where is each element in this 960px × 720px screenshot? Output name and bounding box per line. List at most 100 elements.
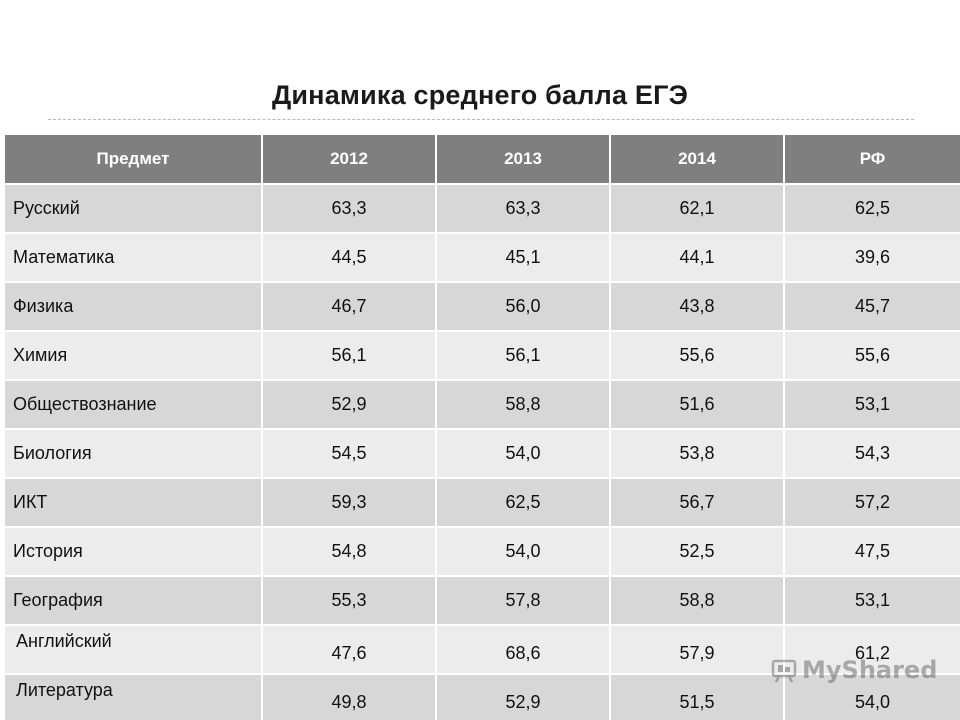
score-cell: 45,7	[785, 283, 960, 332]
score-cell: 56,1	[263, 332, 437, 381]
subject-label: Математика	[13, 247, 115, 267]
score-cell: 62,1	[611, 185, 785, 234]
subject-cell: Русский	[5, 185, 263, 234]
score-value: 44,1	[679, 247, 715, 267]
table-row: Физика 46,7 56,0 43,8 45,7	[5, 283, 960, 332]
score-cell: 52,9	[263, 381, 437, 430]
score-value: 59,3	[331, 492, 367, 512]
score-value: 51,5	[679, 692, 715, 712]
score-value: 53,1	[854, 590, 891, 610]
score-cell: 56,7	[611, 479, 785, 528]
score-value: 56,7	[679, 492, 715, 512]
table-row: Английский 47,6 68,6 57,9 61,2	[5, 626, 960, 675]
score-cell: 53,1	[785, 381, 960, 430]
score-value: 62,5	[854, 198, 891, 218]
subject-cell: География	[5, 577, 263, 626]
subject-cell: Химия	[5, 332, 263, 381]
score-cell: 54,8	[263, 528, 437, 577]
subject-cell: Английский	[5, 626, 263, 675]
score-cell: 63,3	[263, 185, 437, 234]
subject-cell: Физика	[5, 283, 263, 332]
score-value: 53,1	[854, 394, 891, 414]
score-cell: 61,2	[785, 626, 960, 675]
score-value: 57,8	[505, 590, 541, 610]
score-value: 54,0	[505, 541, 541, 561]
column-header-2012: 2012	[263, 135, 437, 185]
score-cell: 54,0	[437, 430, 611, 479]
score-value: 62,1	[679, 198, 715, 218]
score-cell: 53,8	[611, 430, 785, 479]
subject-label: История	[13, 541, 83, 561]
column-header-2013: 2013	[437, 135, 611, 185]
score-cell: 47,6	[263, 626, 437, 675]
score-cell: 45,1	[437, 234, 611, 283]
title-divider	[48, 119, 914, 120]
table-row: Русский 63,3 63,3 62,1 62,5	[5, 185, 960, 234]
score-value: 47,5	[854, 541, 891, 561]
subject-label: Биология	[13, 443, 92, 463]
subject-label: Английский	[16, 631, 112, 651]
score-cell: 63,3	[437, 185, 611, 234]
subject-label: ИКТ	[13, 492, 48, 512]
column-header-rf: РФ	[785, 135, 960, 185]
score-value: 54,0	[505, 443, 541, 463]
score-value: 55,3	[331, 590, 367, 610]
score-cell: 52,9	[437, 675, 611, 720]
score-value: 56,1	[331, 345, 367, 365]
score-cell: 49,8	[263, 675, 437, 720]
score-cell: 51,5	[611, 675, 785, 720]
presentation-board-icon	[771, 659, 797, 683]
score-cell: 62,5	[437, 479, 611, 528]
subject-label: Русский	[13, 198, 80, 218]
subject-cell: Математика	[5, 234, 263, 283]
table-row: Обществознание 52,9 58,8 51,6 53,1	[5, 381, 960, 430]
score-value: 56,0	[505, 296, 541, 316]
score-cell: 46,7	[263, 283, 437, 332]
score-cell: 43,8	[611, 283, 785, 332]
table-row: География 55,3 57,8 58,8 53,1	[5, 577, 960, 626]
score-cell: 54,3	[785, 430, 960, 479]
score-value: 52,9	[331, 394, 367, 414]
score-value: 52,9	[505, 692, 541, 712]
page-title: Динамика среднего балла ЕГЭ	[271, 80, 689, 110]
score-value: 63,3	[505, 198, 541, 218]
score-cell: 54,0	[437, 528, 611, 577]
subject-label: Физика	[13, 296, 74, 316]
score-value: 47,6	[331, 643, 367, 663]
subject-cell: Биология	[5, 430, 263, 479]
score-cell: 44,5	[263, 234, 437, 283]
score-cell: 62,5	[785, 185, 960, 234]
score-value: 57,2	[854, 492, 891, 512]
score-value: 43,8	[679, 296, 715, 316]
score-value: 58,8	[505, 394, 541, 414]
score-value: 61,2	[854, 643, 891, 663]
table-header-row: Предмет 2012 2013 2014 РФ	[5, 135, 960, 185]
score-cell: 52,5	[611, 528, 785, 577]
score-value: 54,5	[331, 443, 367, 463]
score-cell: 57,9	[611, 626, 785, 675]
score-cell: 58,8	[437, 381, 611, 430]
score-value: 44,5	[331, 247, 367, 267]
score-value: 49,8	[331, 692, 367, 712]
score-cell: 54,0	[785, 675, 960, 720]
score-value: 53,8	[679, 443, 715, 463]
score-value: 52,5	[679, 541, 715, 561]
score-value: 55,6	[679, 345, 715, 365]
table-row: Литература 49,8 52,9 51,5 54,0	[5, 675, 960, 720]
scores-table: Предмет 2012 2013 2014 РФ Русский 63,3 63,…	[5, 135, 960, 720]
table-row: История 54,8 54,0 52,5 47,5	[5, 528, 960, 577]
score-cell: 53,1	[785, 577, 960, 626]
score-cell: 54,5	[263, 430, 437, 479]
column-header-subject: Предмет	[5, 135, 263, 185]
score-value: 54,8	[331, 541, 367, 561]
score-cell: 57,2	[785, 479, 960, 528]
subject-label: География	[13, 590, 103, 610]
score-cell: 51,6	[611, 381, 785, 430]
subject-label: Литература	[16, 680, 113, 700]
score-value: 56,1	[505, 345, 541, 365]
watermark: MyShared	[770, 656, 937, 684]
table-row: Биология 54,5 54,0 53,8 54,3	[5, 430, 960, 479]
score-value: 58,8	[679, 590, 715, 610]
table-row: Математика 44,5 45,1 44,1 39,6	[5, 234, 960, 283]
